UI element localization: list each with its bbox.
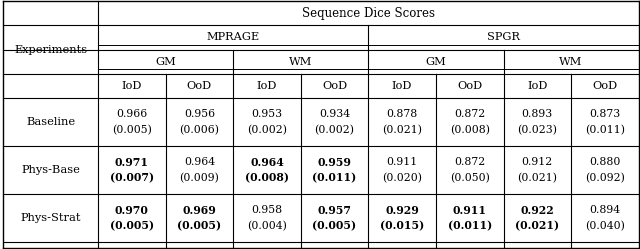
Text: 0.912: 0.912 bbox=[522, 157, 553, 167]
Text: (0.005): (0.005) bbox=[312, 220, 356, 231]
Text: 0.872: 0.872 bbox=[454, 109, 485, 119]
Text: Experiments: Experiments bbox=[14, 45, 87, 55]
Text: (0.006): (0.006) bbox=[179, 124, 220, 135]
Text: OoD: OoD bbox=[457, 81, 483, 91]
Text: 0.911: 0.911 bbox=[452, 205, 487, 216]
Text: (0.008): (0.008) bbox=[450, 124, 490, 135]
Text: IoD: IoD bbox=[392, 81, 412, 91]
Text: GM: GM bbox=[155, 57, 176, 67]
Text: Phys-Strat: Phys-Strat bbox=[20, 213, 81, 223]
Text: (0.021): (0.021) bbox=[515, 220, 559, 231]
Text: 0.971: 0.971 bbox=[115, 157, 148, 168]
Text: (0.021): (0.021) bbox=[382, 124, 422, 135]
Text: (0.005): (0.005) bbox=[177, 220, 221, 231]
Text: 0.956: 0.956 bbox=[184, 109, 215, 119]
Text: 0.964: 0.964 bbox=[250, 157, 284, 168]
Text: Phys-Base: Phys-Base bbox=[21, 165, 80, 175]
Text: 0.922: 0.922 bbox=[520, 205, 554, 216]
Text: GM: GM bbox=[426, 57, 446, 67]
Text: Baseline: Baseline bbox=[26, 117, 75, 127]
Text: (0.005): (0.005) bbox=[109, 220, 154, 231]
Text: (0.050): (0.050) bbox=[450, 173, 490, 183]
Text: 0.964: 0.964 bbox=[184, 157, 215, 167]
Text: 0.893: 0.893 bbox=[522, 109, 553, 119]
Text: (0.015): (0.015) bbox=[380, 220, 424, 231]
Text: WM: WM bbox=[559, 57, 583, 67]
Text: 0.959: 0.959 bbox=[317, 157, 351, 168]
Text: (0.040): (0.040) bbox=[585, 221, 625, 231]
Text: (0.009): (0.009) bbox=[179, 173, 220, 183]
Text: 0.953: 0.953 bbox=[252, 109, 282, 119]
Text: 0.880: 0.880 bbox=[589, 157, 621, 167]
Text: IoD: IoD bbox=[122, 81, 142, 91]
Text: SPGR: SPGR bbox=[487, 32, 520, 43]
Text: (0.008): (0.008) bbox=[245, 172, 289, 183]
Text: 0.957: 0.957 bbox=[317, 205, 351, 216]
Text: OoD: OoD bbox=[322, 81, 347, 91]
Text: (0.021): (0.021) bbox=[517, 173, 557, 183]
Text: OoD: OoD bbox=[187, 81, 212, 91]
Text: (0.020): (0.020) bbox=[382, 173, 422, 183]
Text: 0.934: 0.934 bbox=[319, 109, 350, 119]
Text: (0.011): (0.011) bbox=[585, 124, 625, 135]
Text: (0.007): (0.007) bbox=[109, 172, 154, 183]
Text: (0.005): (0.005) bbox=[112, 124, 152, 135]
Text: (0.004): (0.004) bbox=[247, 221, 287, 231]
Text: Sequence Dice Scores: Sequence Dice Scores bbox=[302, 7, 435, 20]
Text: 0.878: 0.878 bbox=[387, 109, 418, 119]
Text: 0.966: 0.966 bbox=[116, 109, 147, 119]
Text: (0.002): (0.002) bbox=[247, 124, 287, 135]
Text: WM: WM bbox=[289, 57, 312, 67]
Text: IoD: IoD bbox=[527, 81, 547, 91]
Text: (0.011): (0.011) bbox=[447, 220, 492, 231]
Text: 0.872: 0.872 bbox=[454, 157, 485, 167]
Text: OoD: OoD bbox=[593, 81, 618, 91]
Text: (0.011): (0.011) bbox=[312, 172, 356, 183]
Text: 0.894: 0.894 bbox=[589, 205, 621, 215]
Text: (0.002): (0.002) bbox=[314, 124, 355, 135]
Text: IoD: IoD bbox=[257, 81, 277, 91]
Text: 0.873: 0.873 bbox=[589, 109, 621, 119]
Text: (0.092): (0.092) bbox=[585, 173, 625, 183]
Text: 0.958: 0.958 bbox=[252, 205, 282, 215]
Text: MPRAGE: MPRAGE bbox=[207, 32, 260, 43]
Text: 0.929: 0.929 bbox=[385, 205, 419, 216]
Text: 0.969: 0.969 bbox=[182, 205, 216, 216]
Text: (0.023): (0.023) bbox=[517, 124, 557, 135]
Text: 0.970: 0.970 bbox=[115, 205, 148, 216]
Text: 0.911: 0.911 bbox=[387, 157, 418, 167]
